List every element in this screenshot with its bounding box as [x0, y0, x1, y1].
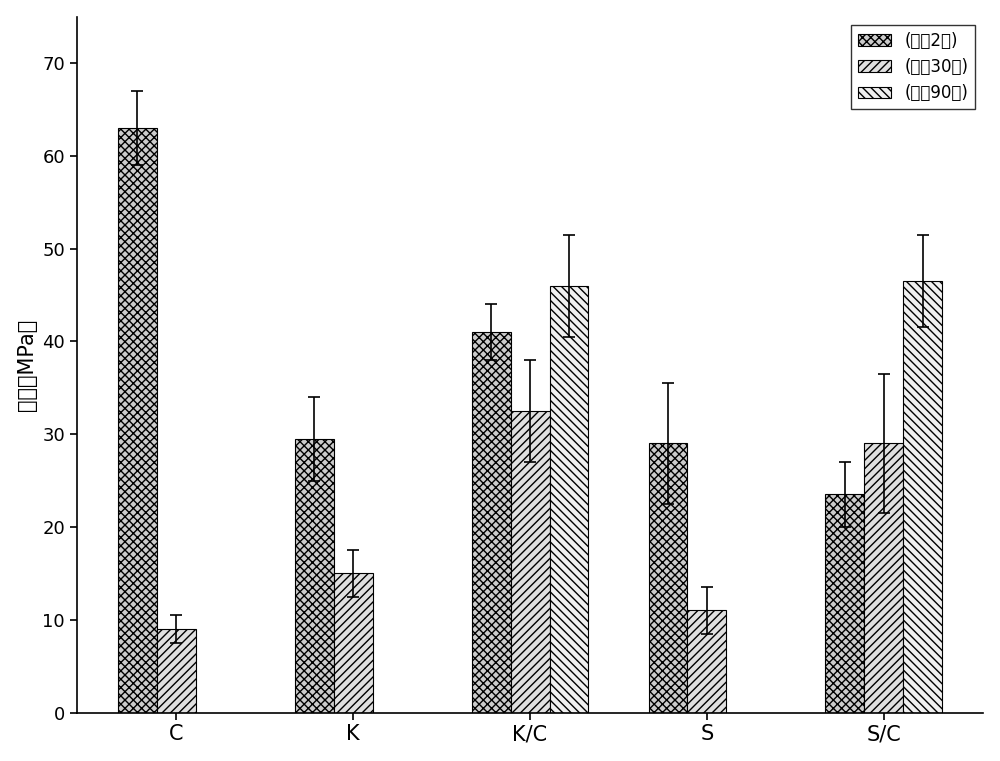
Bar — [825, 495, 864, 712]
Bar — [295, 439, 334, 712]
Bar — [864, 444, 903, 712]
Bar — [649, 444, 687, 712]
Legend: (养护2天), (养护30天), (养护90天): (养护2天), (养护30天), (养护90天) — [851, 25, 975, 109]
Bar — [157, 629, 196, 712]
Bar — [687, 610, 726, 712]
Bar — [550, 285, 588, 712]
Bar — [903, 281, 942, 712]
Y-axis label: 强度（MPa）: 强度（MPa） — [17, 318, 37, 411]
Bar — [334, 573, 373, 712]
Bar — [472, 332, 511, 712]
Bar — [118, 128, 157, 712]
Bar — [511, 411, 550, 712]
